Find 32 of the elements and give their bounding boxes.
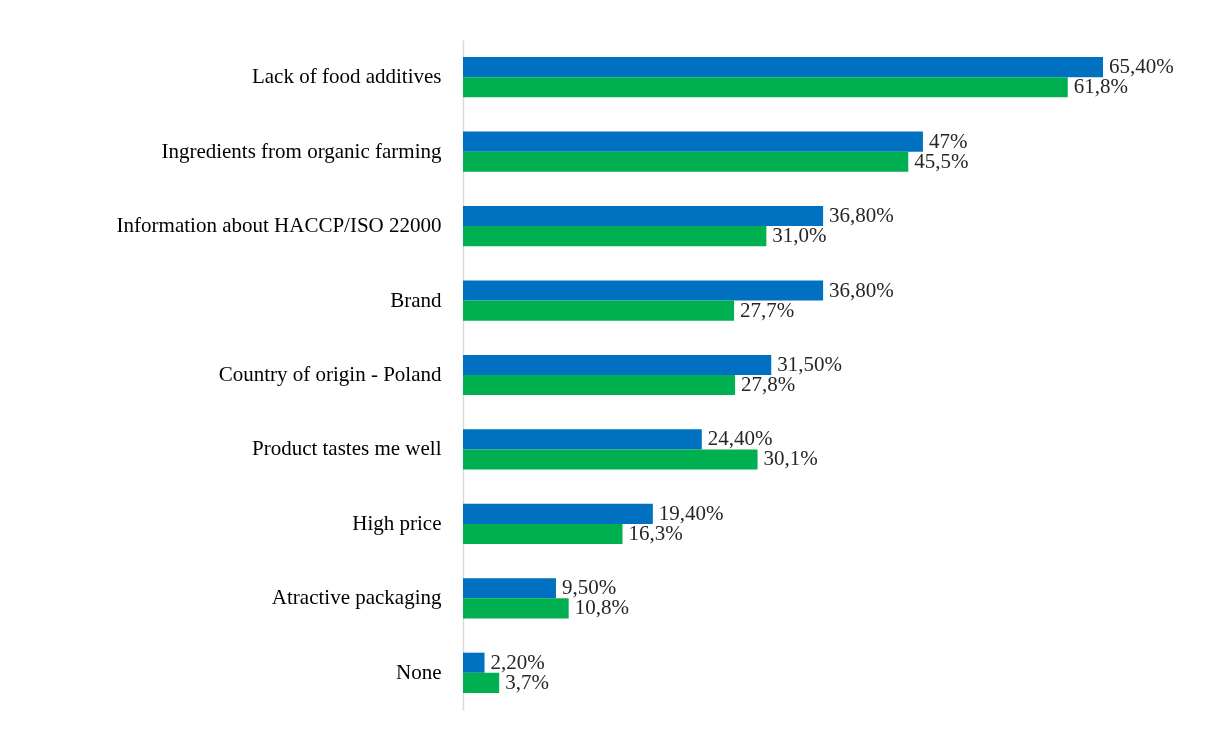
bar — [463, 226, 767, 247]
data-label: 27,7% — [740, 297, 795, 322]
bar — [463, 652, 485, 673]
bar — [463, 206, 824, 227]
data-label: 19,40% — [658, 500, 724, 525]
bar — [463, 523, 623, 544]
y-tick-label: Lack of food additives — [251, 64, 442, 89]
y-tick-label: Information about HACCP/ISO 22000 — [116, 213, 442, 238]
y-tick-label: Atractive packaging — [271, 585, 442, 610]
y-tick-label: None — [396, 659, 442, 684]
bar — [463, 672, 500, 693]
data-label: 36,80% — [829, 277, 894, 302]
bar — [463, 503, 653, 524]
bar — [463, 131, 923, 152]
y-tick-label: Product tastes me well — [251, 436, 442, 461]
data-label: 31,0% — [772, 223, 827, 248]
bar — [463, 449, 758, 470]
y-tick-label: High price — [352, 510, 442, 535]
bar — [463, 429, 702, 450]
bar — [463, 354, 772, 375]
bar — [463, 598, 569, 619]
bar — [463, 375, 736, 396]
data-label: 36,80% — [829, 203, 894, 228]
y-tick-label: Country of origin - Poland — [218, 362, 442, 386]
bar — [463, 280, 824, 301]
y-tick-label: Ingredients from organic farming — [161, 138, 442, 163]
y-tick-label: Brand — [390, 287, 442, 312]
bar — [463, 300, 735, 321]
bar — [463, 57, 1103, 78]
bar — [463, 77, 1068, 98]
bar — [463, 151, 909, 172]
bar — [463, 578, 556, 599]
